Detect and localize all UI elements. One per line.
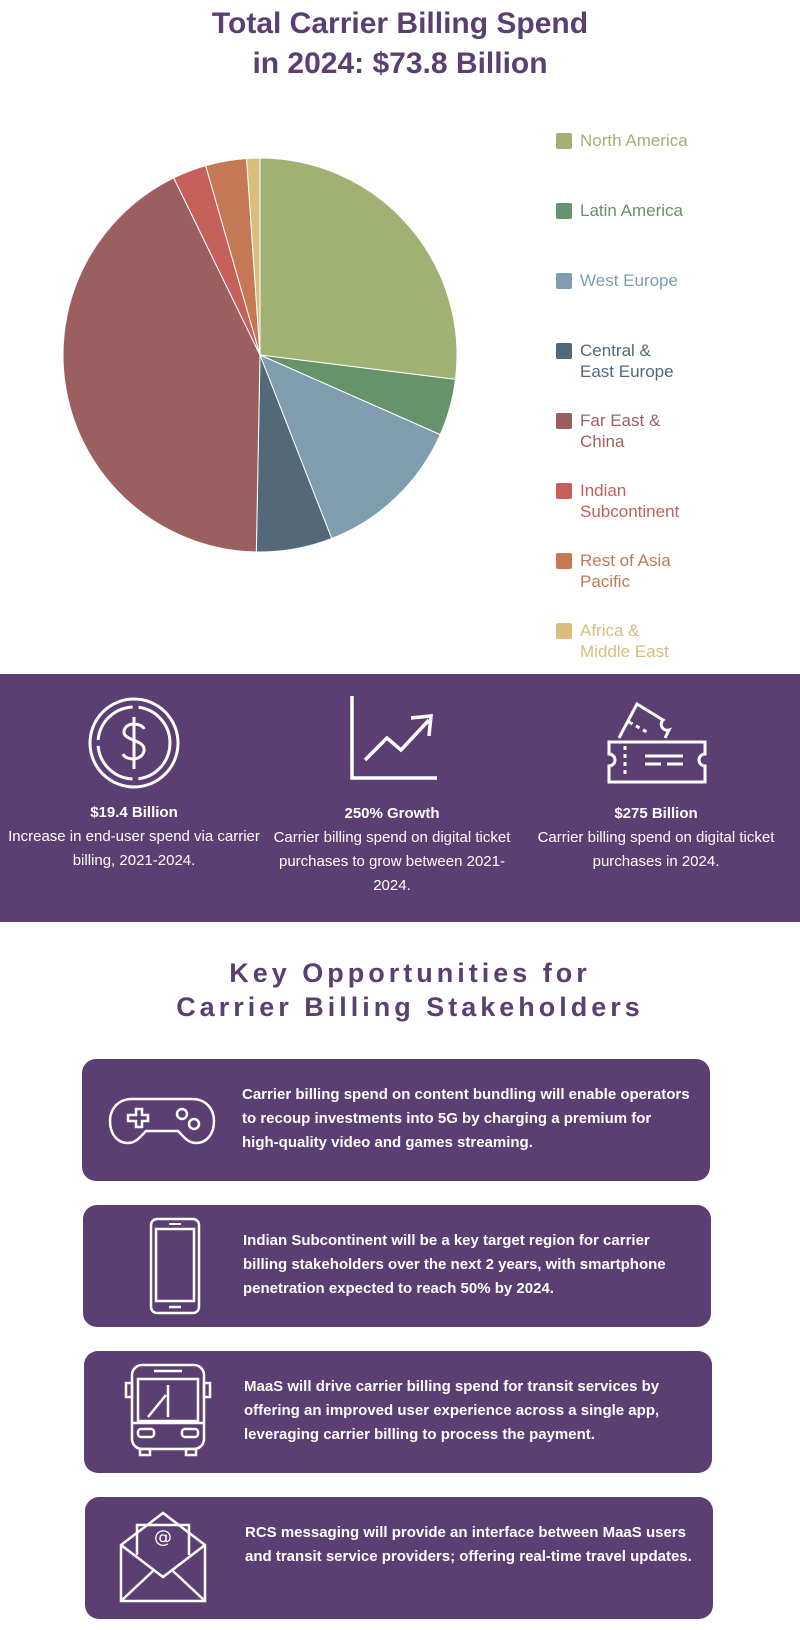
legend-item: Central & East Europe [556,340,674,382]
title-line-2: in 2024: $73.8 Billion [252,47,548,80]
stat-desc: Increase in end-user spend via carrier b… [8,828,260,869]
legend-item: North America [556,130,688,151]
opportunity-card-maas: MaaS will drive carrier billing spend fo… [84,1351,712,1473]
opportunity-text: Carrier billing spend on content bundlin… [242,1086,690,1151]
pie-slice-far-east-china [62,177,261,553]
bus-icon [124,1363,212,1457]
opportunities-title-line-1: Key Opportunities for [229,958,591,988]
legend-label: Africa & Middle East [580,621,669,661]
pie-slice-north-america [259,157,458,380]
stat-desc: Carrier billing spend on digital ticket … [273,829,511,894]
opportunities-title: Key Opportunities for Carrier Billing St… [0,956,800,1024]
legend-swatch [556,483,572,499]
legend-swatch [556,273,572,289]
stat-desc: Carrier billing spend on digital ticket … [537,829,775,870]
stat-head: 250% Growth [344,805,440,822]
envelope-icon: @ [119,1511,207,1603]
legend-label: Rest of Asia Pacific [580,551,671,591]
opportunity-card-rcs-messaging: @ RCS messaging will provide an interfac… [85,1497,713,1619]
opportunity-card-content-bundling: Carrier billing spend on content bundlin… [82,1059,710,1181]
pie-slice-africa-middle-east [246,157,261,356]
page-title: Total Carrier Billing Spend in 2024: $73… [0,4,800,84]
legend-swatch [556,343,572,359]
legend-label: Indian Subcontinent [580,481,680,521]
growth-chart-icon [350,696,437,780]
opportunity-text: Indian Subcontinent will be a key target… [243,1232,666,1297]
legend-item: West Europe [556,270,678,291]
legend-swatch [556,413,572,429]
legend-item: Africa & Middle East [556,620,669,662]
dollar-icon [88,697,180,789]
legend-swatch [556,133,572,149]
legend-label: Latin America [580,201,683,220]
legend-swatch [556,203,572,219]
title-line-1: Total Carrier Billing Spend [211,7,589,40]
legend-item: Far East & China [556,410,660,452]
gamepad-icon [108,1097,216,1145]
stat-head: $19.4 Billion [90,804,178,821]
opportunity-text: RCS messaging will provide an interface … [245,1524,692,1565]
legend-swatch [556,623,572,639]
at-sign: @ [154,1527,172,1548]
opportunities-title-line-2: Carrier Billing Stakeholders [176,992,644,1022]
stat-head: $275 Billion [614,805,698,822]
pie-slice-west-europe [259,354,441,540]
stats-band: $19.4 Billion Increase in end-user spend… [0,674,800,922]
legend-label: Central & East Europe [580,341,674,381]
legend-swatch [556,553,572,569]
legend-label: West Europe [580,271,678,290]
pie-chart [62,157,458,553]
smartphone-icon [149,1217,201,1315]
legend-item: Rest of Asia Pacific [556,550,671,592]
legend-label: North America [580,131,688,150]
ticket-icon [607,701,707,784]
legend-item: Indian Subcontinent [556,480,679,522]
opportunity-card-indian-subcontinent: Indian Subcontinent will be a key target… [83,1205,711,1327]
legend-item: Latin America [556,200,683,221]
opportunity-text: MaaS will drive carrier billing spend fo… [244,1378,660,1443]
legend-label: Far East & China [580,411,661,451]
